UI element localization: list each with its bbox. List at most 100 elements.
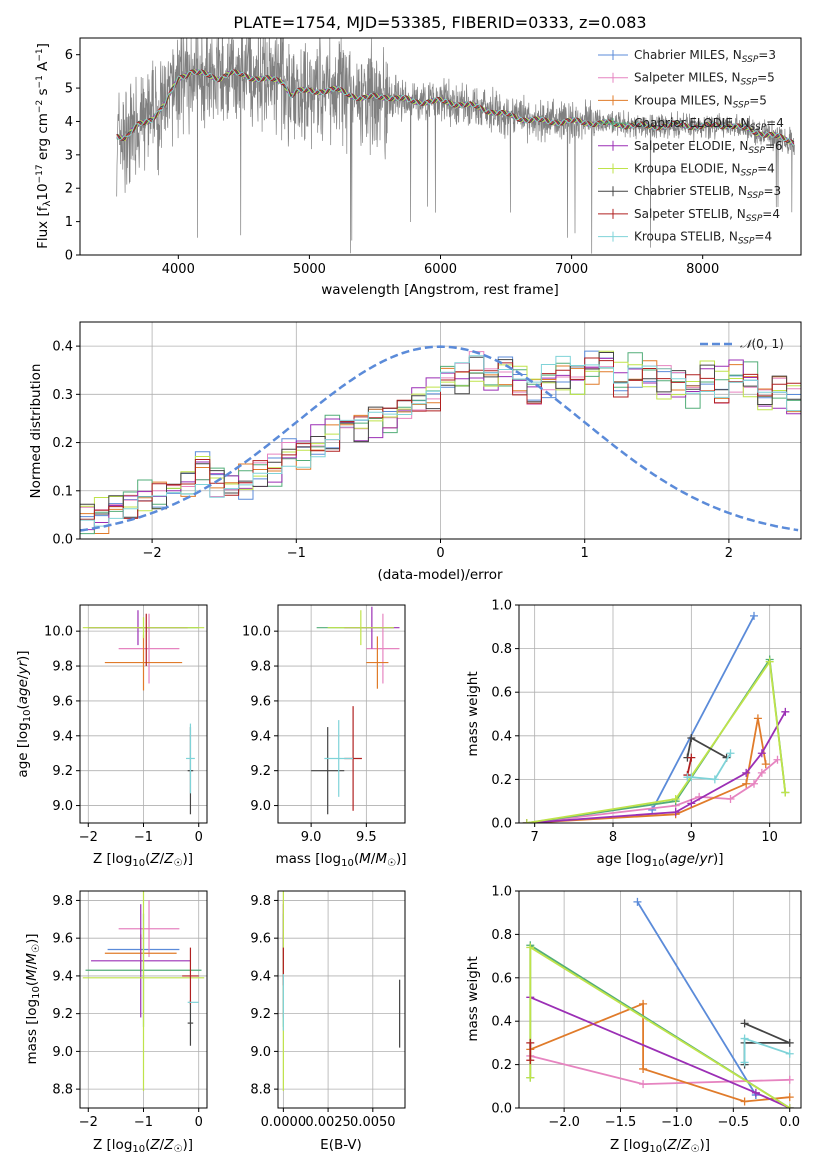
normal-legend-label: 𝒩(0, 1) (740, 337, 784, 351)
z-mass-xtick-label: 0 (195, 1115, 203, 1130)
spectrum-title: PLATE=1754, MJD=53385, FIBERID=0333, z=0… (233, 13, 646, 32)
spectrum-ytick-label: 1 (65, 215, 73, 230)
weight-marker (671, 808, 680, 817)
z-weight-xlabel: Z [log10(Z/Z☉)] (610, 1137, 710, 1155)
spectrum-ytick-label: 2 (65, 182, 73, 197)
z-age-ytick-label: 9.4 (52, 729, 73, 744)
legend-label: Kroupa MILES, NSSP=5 (634, 93, 767, 110)
weight-marker (750, 611, 758, 620)
residuals-xtick-label: 1 (581, 546, 589, 561)
weight-line (526, 656, 787, 823)
residuals-marks (80, 345, 801, 535)
legend-label: Salpeter MILES, NSSP=5 (634, 71, 775, 88)
weight-marker (526, 1038, 535, 1047)
z-mass-ytick-label: 8.8 (52, 1083, 73, 1098)
residuals-xlabel: (data-model)/error (377, 567, 503, 583)
age-weight-ytick-label: 0.4 (491, 729, 512, 744)
ebv-mass-ytick-label: 9.6 (250, 932, 271, 947)
age-weight-ytick-label: 0.6 (491, 686, 512, 701)
legend-label: Chabrier ELODIE, NSSP=4 (634, 116, 784, 133)
ebv-mass-xtick-label: 0.0050 (350, 1115, 396, 1130)
z-mass-ytick-label: 9.8 (52, 894, 73, 909)
z-age-ylabel: age [log10(age/yr)] (15, 650, 33, 777)
z-weight-ytick-label: 1.0 (491, 885, 512, 900)
z-age-marks (82, 610, 205, 815)
ebv-mass-plot: 0.0000 0.0025 0.0050 8.8 9.0 9.2 9.4 9.6 9.8 (250, 891, 405, 1130)
residuals-ylabel: Normed distribution (28, 364, 44, 499)
mass-age-ytick-label: 9.4 (250, 729, 271, 744)
age-weight-xtick-label: 8 (609, 830, 617, 845)
z-weight-ytick-label: 0.8 (491, 928, 512, 943)
spectrum-marks (116, 38, 795, 254)
age-weight-xlabel: age [log10(age/yr)] (596, 851, 723, 869)
weight-marker (785, 1049, 794, 1058)
age-weight-ylabel: mass weight (465, 671, 481, 756)
weight-marker (750, 779, 758, 788)
z-mass-ylabel: mass [log10(M/M☉)] (24, 933, 42, 1064)
weight-marker (726, 749, 735, 758)
weight-marker (785, 1038, 794, 1047)
ebv-mass-ytick-label: 9.2 (250, 1007, 271, 1022)
legend-label: Chabrier MILES, NSSP=3 (634, 48, 776, 65)
ebv-mass-ytick-label: 8.8 (250, 1083, 271, 1098)
weight-marker (687, 733, 696, 742)
legend-label: Salpeter ELODIE, NSSP=6 (634, 139, 783, 156)
weight-line (743, 1022, 791, 1065)
z-mass-plot: −2 −1 0 8.8 9.0 9.2 9.4 9.6 9.8 (52, 891, 207, 1130)
mass-age-ytick-label: 9.6 (250, 694, 271, 709)
age-weight-marks (522, 611, 790, 823)
z-weight-plot: −2.0 −1.5 −1.0 −0.5 0.0 0.0 0.2 0.4 0.6 0.8 1.0 (491, 885, 801, 1130)
ebv-mass-xlabel: E(B-V) (320, 1137, 362, 1153)
age-weight-ytick-label: 1.0 (491, 599, 512, 614)
z-age-frame (79, 604, 208, 824)
z-age-xtick-label: 0 (195, 830, 203, 845)
residuals-frame (79, 321, 802, 540)
weight-marker (687, 799, 696, 808)
weight-line (651, 615, 755, 811)
weight-marker (648, 805, 657, 814)
z-weight-marks (526, 897, 794, 1108)
z-age-ytick-label: 9.8 (52, 660, 73, 675)
weight-marker (742, 779, 751, 788)
model-spectrum-kroupa-stelib (116, 69, 795, 146)
mass-age-plot: 9.0 9.5 9.0 9.2 9.4 9.6 9.8 10.0 (242, 605, 405, 845)
z-weight-xtick-label: −1.5 (605, 1115, 637, 1130)
weight-marker (781, 707, 790, 716)
spectrum-xtick-label: 6000 (424, 262, 457, 277)
z-age-xlabel: Z [log10(Z/Z☉)] (93, 851, 193, 869)
residuals-xtick-label: −2 (143, 546, 162, 561)
weight-marker (757, 768, 766, 777)
age-weight-ytick-label: 0.2 (491, 773, 512, 788)
age-weight-frame (518, 604, 802, 824)
z-mass-ytick-label: 9.4 (52, 969, 73, 984)
mass-age-ytick-label: 9.0 (250, 799, 271, 814)
z-age-ytick-label: 9.0 (52, 799, 73, 814)
z-weight-frame (518, 890, 802, 1109)
residuals-ytick-label: 0.3 (52, 388, 73, 403)
residual-histogram (80, 357, 801, 520)
weight-marker (526, 943, 535, 952)
residual-histogram (80, 355, 801, 527)
legend-label: Salpeter STELIB, NSSP=4 (634, 207, 780, 224)
spectrum-ytick-label: 4 (65, 115, 73, 130)
age-weight-plot: 7 8 9 10 0.0 0.2 0.4 0.6 0.8 1.0 (491, 599, 801, 845)
residuals-ytick-label: 0.2 (52, 436, 73, 451)
weight-marker (639, 1080, 648, 1089)
residuals-xtick-label: 2 (725, 546, 733, 561)
weight-line (526, 711, 787, 823)
spectrum-xtick-label: 7000 (555, 262, 588, 277)
z-weight-ytick-label: 0.6 (491, 971, 512, 986)
residuals-xtick-label: 0 (436, 546, 444, 561)
weight-marker (639, 1064, 648, 1073)
z-mass-marks (82, 891, 205, 1092)
weight-marker (671, 795, 680, 804)
spectrum-ytick-label: 0 (65, 249, 73, 264)
weight-marker (785, 1093, 794, 1102)
residuals-ytick-label: 0.4 (52, 340, 73, 355)
spectrum-legend: Chabrier MILES, NSSP=3 Salpeter MILES, NS… (598, 48, 784, 247)
residuals-ytick-label: 0.1 (52, 484, 73, 499)
z-mass-xtick-label: −1 (134, 1115, 153, 1130)
weight-marker (781, 788, 790, 797)
z-age-xtick-label: −2 (79, 830, 98, 845)
